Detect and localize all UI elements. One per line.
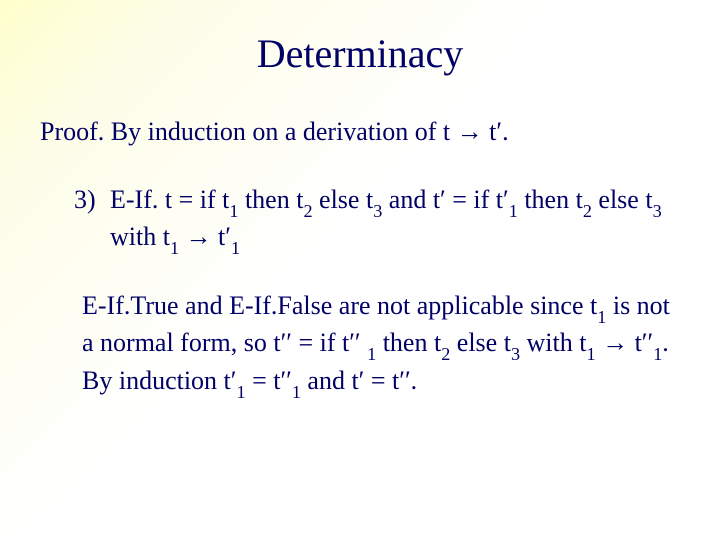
subscript: 3 bbox=[653, 201, 662, 221]
proof-case-3: 3) E-If. t = if t1 then t2 else t3 and t… bbox=[40, 183, 680, 257]
text: else t bbox=[313, 185, 374, 214]
arrow-icon: → bbox=[602, 328, 628, 357]
text: else t bbox=[592, 185, 653, 214]
subscript: 2 bbox=[441, 344, 450, 364]
text: E-If. t = if t bbox=[110, 185, 229, 214]
text: E-If.True and E-If.False are not applica… bbox=[82, 291, 597, 320]
text: else t bbox=[450, 328, 511, 357]
subscript: 1 bbox=[231, 238, 240, 258]
text: then t bbox=[518, 185, 583, 214]
subscript: 1 bbox=[597, 307, 606, 327]
slide-title: Determinacy bbox=[40, 30, 680, 77]
intro-prefix: Proof. By induction on a derivation of t bbox=[40, 117, 457, 146]
case-number: 3) bbox=[74, 183, 96, 217]
text: then t bbox=[376, 328, 441, 357]
text: and t′ = t′′. bbox=[301, 366, 417, 395]
text: t′ bbox=[212, 222, 231, 251]
subscript: 2 bbox=[303, 201, 312, 221]
text: then t bbox=[238, 185, 303, 214]
subscript: 3 bbox=[373, 201, 382, 221]
arrow-icon: → bbox=[457, 117, 483, 146]
subscript: 1 bbox=[653, 344, 662, 364]
proof-intro: Proof. By induction on a derivation of t… bbox=[40, 115, 680, 149]
subscript: 2 bbox=[583, 201, 592, 221]
slide: Determinacy Proof. By induction on a der… bbox=[0, 0, 720, 540]
subscript: 3 bbox=[511, 344, 520, 364]
subscript: 1 bbox=[292, 382, 301, 402]
subscript: 1 bbox=[236, 382, 245, 402]
subscript: 1 bbox=[367, 344, 376, 364]
proof-paragraph: E-If.True and E-If.False are not applica… bbox=[40, 289, 680, 401]
subscript: 1 bbox=[229, 201, 238, 221]
text: with t bbox=[520, 328, 586, 357]
text: = t′′ bbox=[246, 366, 292, 395]
text: with t bbox=[110, 222, 170, 251]
text: and t′ = if t′ bbox=[382, 185, 508, 214]
subscript: 1 bbox=[586, 344, 595, 364]
subscript: 1 bbox=[509, 201, 518, 221]
subscript: 1 bbox=[170, 238, 179, 258]
intro-suffix: t′. bbox=[483, 117, 509, 146]
text: t′′ bbox=[628, 328, 653, 357]
arrow-icon: → bbox=[186, 222, 212, 251]
